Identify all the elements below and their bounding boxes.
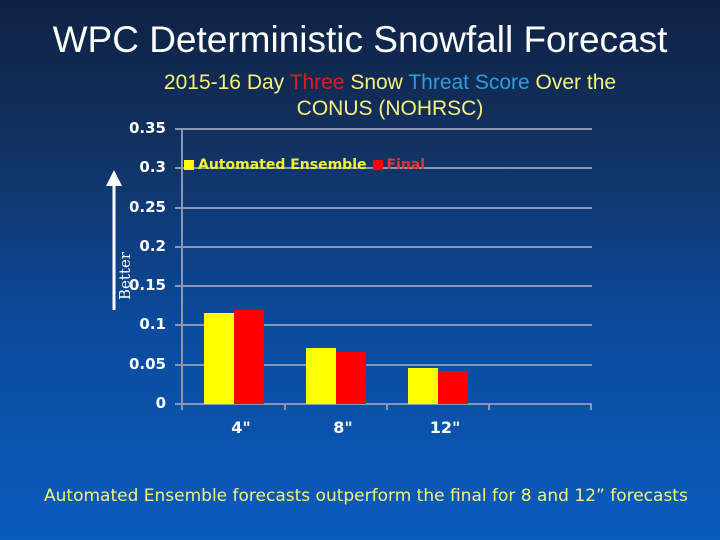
subtitle-part: 2015-16 Day bbox=[163, 71, 290, 94]
legend-swatch-icon bbox=[372, 160, 383, 170]
legend-label: Final bbox=[386, 157, 426, 173]
chart-legend: Automated Ensemble Final bbox=[184, 157, 431, 173]
subtitle-part: CONUS (NOHRSC) bbox=[296, 97, 484, 120]
y-tick-label: 0.3 bbox=[139, 158, 166, 177]
y-tick-label: 0 bbox=[155, 394, 166, 412]
bar-automated-ensemble bbox=[204, 312, 234, 404]
gridline bbox=[175, 285, 592, 288]
up-arrow-icon bbox=[106, 170, 122, 310]
x-tick-mark bbox=[284, 404, 286, 410]
x-tick-mark bbox=[590, 404, 592, 410]
legend-label: Automated Ensemble bbox=[198, 157, 367, 173]
bar-final bbox=[438, 371, 468, 404]
bar-automated-ensemble bbox=[306, 348, 336, 404]
gridline bbox=[175, 167, 592, 170]
subtitle-part: Snow bbox=[344, 71, 409, 94]
gridline bbox=[175, 128, 592, 130]
subtitle-part-three: Three bbox=[289, 71, 345, 94]
gridline bbox=[175, 324, 592, 327]
y-tick-label: 0.25 bbox=[128, 197, 166, 216]
subtitle-part: Over the bbox=[529, 71, 617, 94]
conclusion-text: Automated Ensemble forecasts outperform … bbox=[44, 486, 688, 506]
gridline bbox=[175, 403, 592, 405]
x-tick-mark bbox=[488, 404, 490, 410]
slide-title: WPC Deterministic Snowfall Forecast bbox=[52, 19, 668, 60]
gridline bbox=[175, 363, 592, 366]
legend-item: Automated Ensemble bbox=[184, 157, 367, 173]
x-tick-label: 8" bbox=[333, 418, 353, 437]
bar-final bbox=[336, 352, 366, 404]
gridline bbox=[175, 245, 592, 248]
x-tick-mark bbox=[386, 404, 388, 410]
subtitle-part-threat-score: Threat Score bbox=[408, 71, 530, 94]
y-tick-label: 0.2 bbox=[139, 236, 166, 255]
y-tick-label: 0.1 bbox=[139, 315, 166, 334]
legend-swatch-icon bbox=[184, 160, 194, 170]
legend-item: Final bbox=[372, 157, 426, 173]
x-tick-label: 4" bbox=[231, 418, 251, 437]
better-label: Better bbox=[116, 251, 134, 300]
x-tick-label: 12" bbox=[429, 418, 461, 437]
y-tick-label: 0.05 bbox=[128, 354, 166, 373]
y-axis-line bbox=[181, 129, 183, 410]
y-tick-label: 0.35 bbox=[128, 119, 166, 137]
bar-final bbox=[234, 309, 264, 404]
bar-automated-ensemble bbox=[408, 367, 438, 404]
chart-subtitle: 2015-16 Day Three Snow Threat Score Over… bbox=[120, 70, 660, 122]
gridline bbox=[175, 206, 592, 209]
y-tick-label: 0.15 bbox=[128, 276, 166, 295]
